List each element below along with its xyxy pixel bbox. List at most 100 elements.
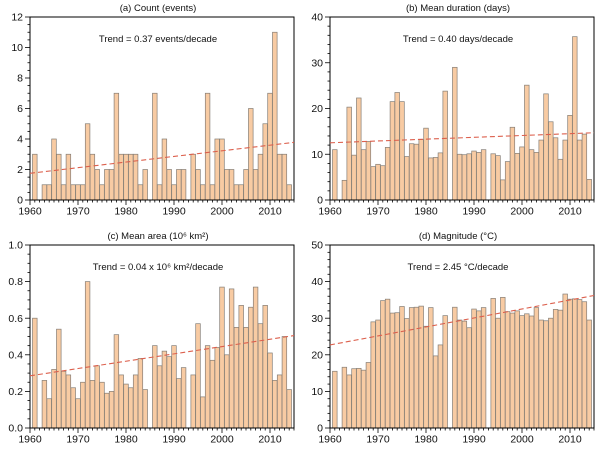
bar-c-2002: [228, 288, 235, 429]
bar-b-1995: [495, 155, 501, 201]
bar-b-1981: [428, 157, 434, 201]
bar-d-2002: [528, 315, 535, 429]
trend-line: [329, 294, 595, 346]
bar-c-1979: [118, 374, 124, 429]
bar-a-1995: [195, 169, 201, 201]
bar-a-1978: [113, 92, 120, 201]
bar-c-1970: [75, 398, 81, 429]
y-tick-label: 0.0: [8, 423, 23, 435]
bar-c-1974: [94, 365, 100, 429]
bar-d-2014: [586, 319, 592, 429]
bar-c-1967: [60, 370, 67, 429]
x-tick-label: 2000: [510, 434, 534, 446]
bar-d-1973: [389, 312, 396, 429]
bar-b-2010: [567, 115, 573, 201]
bar-a-1961: [32, 153, 38, 201]
bar-b-1996: [500, 179, 506, 201]
bar-d-2008: [557, 309, 564, 429]
bar-b-1994: [490, 153, 496, 201]
trend-label: Trend = 0.37 events/decade: [99, 34, 217, 45]
bar-c-1972: [84, 281, 91, 429]
bar-a-1983: [137, 184, 144, 201]
bar-d-1992: [480, 307, 487, 429]
bar-a-1984: [142, 169, 148, 201]
bar-c-2011: [272, 380, 278, 429]
bar-a-1971: [80, 184, 86, 201]
bar-c-1987: [156, 365, 163, 429]
x-tick-label: 2010: [558, 206, 582, 218]
bar-b-1964: [346, 106, 352, 201]
bar-d-1979: [418, 305, 424, 429]
bar-a-2010: [267, 92, 273, 201]
bar-b-1984: [442, 90, 448, 201]
x-tick-label: 1960: [318, 206, 342, 218]
bar-b-1986: [452, 66, 458, 201]
y-tick-label: 40: [311, 276, 323, 288]
x-tick-label: 1990: [462, 434, 486, 446]
bar-c-1992: [180, 367, 187, 429]
bar-d-1991: [476, 310, 482, 429]
bar-a-1990: [171, 184, 177, 201]
bar-b-2004: [538, 139, 544, 201]
bar-c-2001: [224, 354, 230, 429]
bar-d-1978: [413, 306, 420, 429]
y-tick-label: 12: [11, 12, 23, 24]
bar-a-2004: [238, 184, 244, 201]
bar-d-1961: [332, 370, 338, 429]
bar-d-2005: [543, 320, 549, 429]
bar-a-2009: [262, 123, 268, 201]
bar-c-1969: [70, 387, 76, 429]
bar-a-1988: [161, 138, 168, 201]
bar-a-1999: [214, 138, 220, 201]
bar-b-1992: [480, 149, 487, 201]
bar-d-2009: [562, 293, 568, 429]
bar-d-1997: [504, 311, 511, 429]
bar-d-1984: [442, 315, 448, 429]
bar-b-1965: [351, 154, 357, 201]
bar-d-2006: [548, 317, 554, 429]
bar-b-1968: [365, 141, 372, 201]
y-tick-label: 40: [311, 12, 323, 24]
bar-d-1988: [461, 320, 468, 429]
bar-d-1982: [432, 355, 439, 429]
bar-d-1995: [495, 317, 501, 429]
bar-a-1991: [176, 169, 182, 201]
bar-a-1969: [70, 184, 76, 201]
bar-b-1967: [360, 149, 367, 201]
bar-d-1996: [500, 296, 506, 429]
bar-d-2004: [538, 319, 544, 429]
bar-b-2011: [572, 36, 578, 201]
x-tick-label: 1960: [18, 434, 42, 446]
bar-c-1968: [65, 374, 72, 429]
bar-b-2008: [557, 158, 564, 201]
bar-a-1992: [180, 169, 187, 201]
panel-title: (a) Count (events): [120, 3, 197, 14]
bar-c-1983: [137, 358, 144, 429]
bar-c-1995: [195, 323, 201, 429]
bar-d-2010: [567, 298, 573, 429]
bar-c-1971: [80, 381, 86, 429]
bar-b-2014: [586, 179, 592, 201]
x-tick-label: 1970: [366, 206, 390, 218]
bar-a-1974: [94, 169, 100, 201]
bar-a-1973: [89, 153, 96, 201]
bar-a-1976: [104, 169, 110, 201]
x-tick-label: 1960: [318, 434, 342, 446]
bar-b-2003: [533, 152, 540, 201]
bar-a-1965: [51, 138, 57, 201]
y-tick-label: 10: [311, 386, 323, 398]
bar-c-1981: [128, 387, 134, 429]
bar-c-2007: [252, 286, 259, 429]
bar-b-1988: [461, 154, 468, 201]
panel-d-magnitude: 1960 1970 1980 1990 2000 2010 0 10 20 30 40 50 (d) M…: [300, 228, 600, 456]
bar-c-2008: [257, 323, 264, 429]
x-tick-label: 2010: [558, 434, 582, 446]
x-tick-label: 1970: [66, 206, 90, 218]
bar-b-1999: [514, 152, 520, 201]
bar-a-2005: [243, 169, 249, 201]
bar-c-1975: [99, 381, 105, 429]
bar-c-1966: [56, 328, 62, 429]
bar-d-2012: [576, 299, 583, 429]
bar-d-1966: [356, 367, 362, 429]
